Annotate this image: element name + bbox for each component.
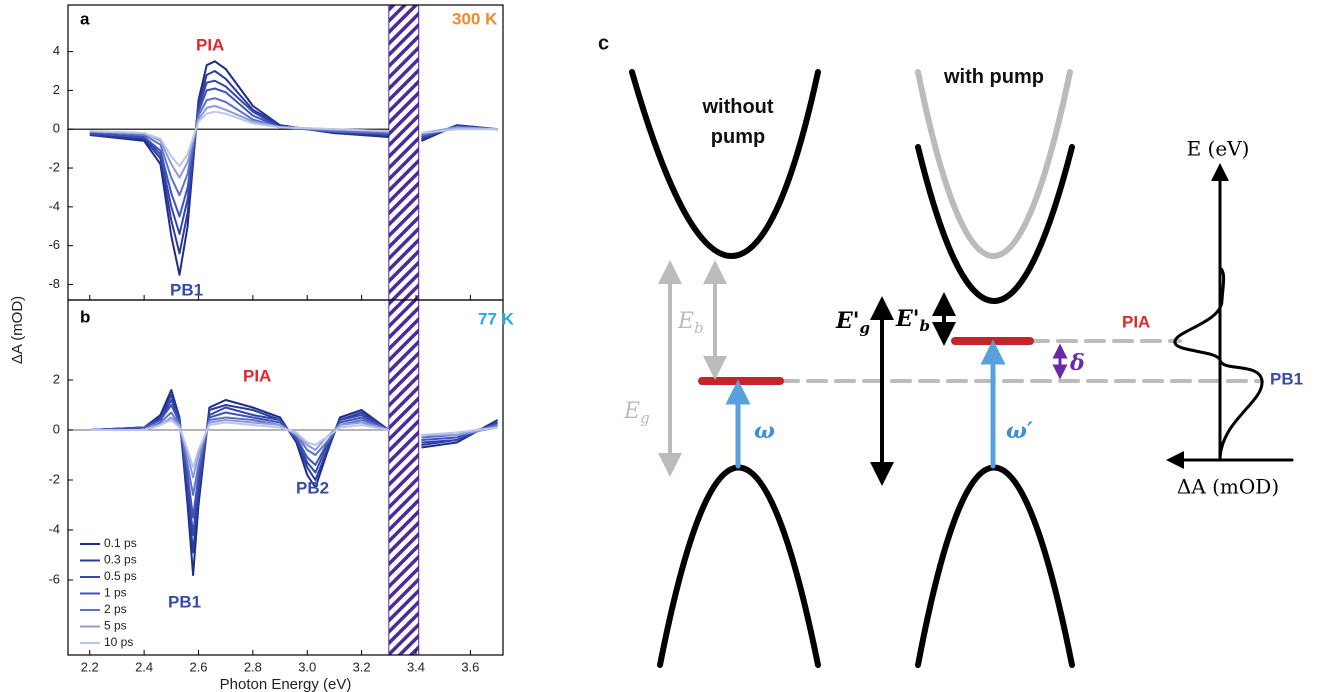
annotation: 77 K bbox=[478, 309, 515, 328]
unpumped-band bbox=[915, 69, 1073, 259]
x-tick-label: 2.8 bbox=[244, 659, 262, 674]
data-line bbox=[89, 399, 498, 536]
y-tick-label: 0 bbox=[53, 421, 60, 436]
valence-band bbox=[657, 464, 821, 668]
data-line bbox=[89, 394, 498, 554]
x-tick-label: 3.6 bbox=[461, 659, 479, 674]
gap-label: E'g bbox=[835, 308, 870, 337]
y-tick-label: 0 bbox=[53, 121, 60, 136]
legend-label: 1 ps bbox=[104, 586, 127, 600]
y-tick-label: -2 bbox=[48, 159, 60, 174]
pia-label: PIA bbox=[1122, 312, 1150, 331]
legend-label: 0.5 ps bbox=[104, 569, 137, 583]
x-axis-label: Photon Energy (eV) bbox=[220, 676, 352, 692]
annotation: PB1 bbox=[168, 592, 201, 611]
legend-label: 0.1 ps bbox=[104, 536, 137, 550]
y-tick-label: 2 bbox=[53, 82, 60, 97]
omega-prime-label: ω′ bbox=[1006, 418, 1033, 444]
legend-label: 5 ps bbox=[104, 619, 127, 633]
legend-label: 2 ps bbox=[104, 602, 127, 616]
symbol: E' bbox=[835, 308, 860, 334]
pb1-label: PB1 bbox=[1270, 369, 1303, 388]
plot-frame bbox=[67, 299, 504, 656]
y-tick-label: 2 bbox=[53, 371, 60, 386]
subscript: b bbox=[920, 317, 931, 335]
x-tick-label: 2.2 bbox=[81, 659, 99, 674]
subscript: b bbox=[694, 319, 704, 337]
binding-label: E'b bbox=[895, 306, 930, 335]
data-line bbox=[89, 87, 498, 218]
annotation: a bbox=[80, 9, 90, 28]
conduction-band bbox=[629, 69, 821, 259]
y-tick-label: 4 bbox=[53, 43, 60, 58]
annotation: PB1 bbox=[170, 280, 203, 299]
annotation: 300 K bbox=[452, 9, 498, 28]
with-pump-label: with pump bbox=[944, 66, 1044, 88]
subscript: g bbox=[640, 409, 650, 427]
legend-label: 10 ps bbox=[104, 635, 133, 649]
valence-band bbox=[915, 464, 1075, 668]
y-tick-label: -8 bbox=[48, 276, 60, 291]
x-tick-label: 2.4 bbox=[135, 659, 153, 674]
data-line bbox=[89, 70, 498, 255]
annotation: b bbox=[80, 307, 90, 326]
absorbance-axis-label: ΔA (mOD) bbox=[1177, 475, 1279, 499]
y-tick-label: -4 bbox=[48, 198, 60, 213]
y-axis-label: ΔA (mOD) bbox=[9, 296, 26, 364]
without-pump-label: without pump bbox=[702, 96, 774, 148]
binding-label: Eb bbox=[677, 309, 704, 337]
excluded-region bbox=[388, 4, 420, 301]
subscript: g bbox=[860, 319, 871, 337]
energy-axis-label: E (eV) bbox=[1187, 137, 1250, 161]
data-line bbox=[89, 60, 498, 276]
x-tick-label: 3.4 bbox=[407, 659, 425, 674]
data-line bbox=[89, 419, 498, 469]
data-line bbox=[89, 110, 498, 168]
annotation: PIA bbox=[243, 366, 271, 385]
symbol: E bbox=[677, 309, 694, 334]
conduction-band bbox=[915, 144, 1075, 304]
data-line bbox=[89, 389, 499, 576]
data-line bbox=[89, 79, 498, 235]
y-tick-label: -2 bbox=[48, 471, 60, 486]
omega-label: ω bbox=[754, 418, 775, 444]
excluded-region bbox=[388, 299, 420, 656]
gap-label: Eg bbox=[623, 399, 650, 427]
spectrum-sketch bbox=[1173, 266, 1264, 460]
y-tick-label: -6 bbox=[48, 237, 60, 252]
symbol: E bbox=[623, 399, 640, 424]
delta-label: δ bbox=[1069, 350, 1085, 376]
plot-frame bbox=[67, 4, 504, 301]
annotation: PB2 bbox=[296, 478, 329, 497]
band-diagram bbox=[629, 69, 1294, 668]
y-tick-label: -6 bbox=[48, 571, 60, 586]
annotation: PIA bbox=[196, 35, 224, 54]
x-tick-label: 2.6 bbox=[189, 659, 207, 674]
symbol: E' bbox=[895, 306, 920, 332]
legend-label: 0.3 ps bbox=[104, 553, 137, 567]
panel-label: c bbox=[598, 32, 609, 54]
x-tick-label: 3.0 bbox=[298, 659, 316, 674]
x-tick-label: 3.2 bbox=[353, 659, 371, 674]
y-tick-label: -4 bbox=[48, 521, 60, 536]
